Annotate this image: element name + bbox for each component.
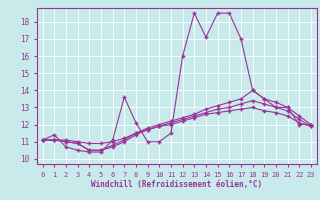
X-axis label: Windchill (Refroidissement éolien,°C): Windchill (Refroidissement éolien,°C) xyxy=(91,180,262,189)
